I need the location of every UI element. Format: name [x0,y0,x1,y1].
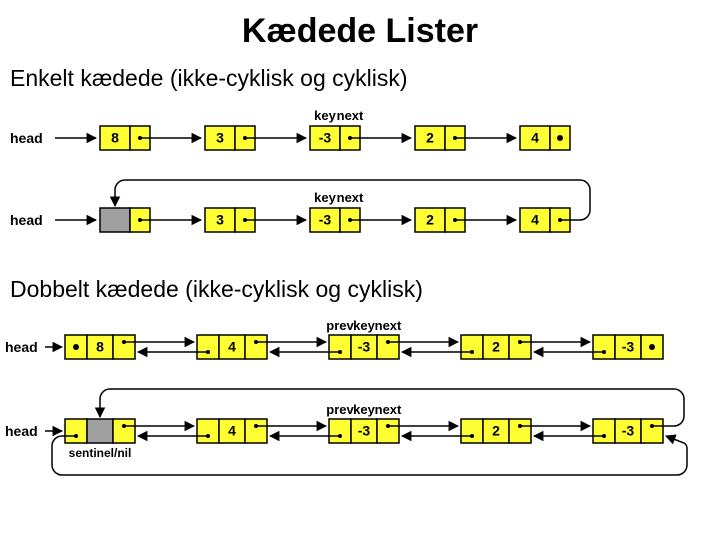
nil-dot [649,344,655,350]
node-prev-cell [329,419,351,443]
node-value: -3 [319,130,332,146]
sentinel-key [87,419,113,443]
head-label: head [10,130,43,146]
node-prev-cell [461,419,483,443]
head-label: head [5,423,38,439]
next-label: next [375,402,402,417]
next-label: next [337,190,364,205]
node-next-cell [245,419,267,443]
node-next-cell [641,419,663,443]
prev-label: prev [326,402,354,417]
key-label: key [314,190,336,205]
node-value: 2 [492,339,500,355]
sentinel-next [113,419,135,443]
singly-diagrams: keynexthead83-324 keynexthead3-324 [0,98,720,268]
node-value: 3 [216,212,224,228]
nil-dot [557,135,563,141]
node-next-cell [113,335,135,359]
node-prev-cell [329,335,351,359]
node-value: -3 [358,423,371,439]
node-value: -3 [319,212,332,228]
node-value: -3 [622,423,635,439]
node-prev-cell [593,419,615,443]
node-prev-cell [461,335,483,359]
node-value: 2 [426,130,434,146]
next-label: next [375,318,402,333]
next-label: next [337,108,364,123]
section2-heading: Dobbelt kædede (ikke-cyklisk og cyklisk) [10,276,720,303]
node-next-cell [509,419,531,443]
key-label: key [353,402,375,417]
node-value: -3 [358,339,371,355]
sentinel-label: sentinel/nil [69,446,132,460]
node-value: 4 [228,339,236,355]
node-value: 4 [531,130,539,146]
sentinel-key [100,208,130,232]
node-value: 2 [426,212,434,228]
node-value: 2 [492,423,500,439]
section1-heading: Enkelt kædede (ikke-cyklisk og cyklisk) [10,65,720,92]
node-next-cell [509,335,531,359]
node-prev-cell [197,419,219,443]
sentinel-prev [65,419,87,443]
node-next-cell [245,335,267,359]
node-value: 4 [228,423,236,439]
node-value: 3 [216,130,224,146]
node-prev-cell [197,335,219,359]
key-label: key [314,108,336,123]
node-value: 4 [531,212,539,228]
key-label: key [353,318,375,333]
node-next-cell [377,419,399,443]
node-value: 8 [111,130,119,146]
nil-dot [73,344,79,350]
doubly-diagrams: prevkeynexthead84-32-3 prevkeynextheadse… [0,309,720,489]
node-value: 8 [96,339,104,355]
head-label: head [10,212,43,228]
node-next-cell [377,335,399,359]
head-label: head [5,339,38,355]
prev-label: prev [326,318,354,333]
node-prev-cell [593,335,615,359]
page-title: Kædede Lister [0,12,720,51]
node-value: -3 [622,339,635,355]
